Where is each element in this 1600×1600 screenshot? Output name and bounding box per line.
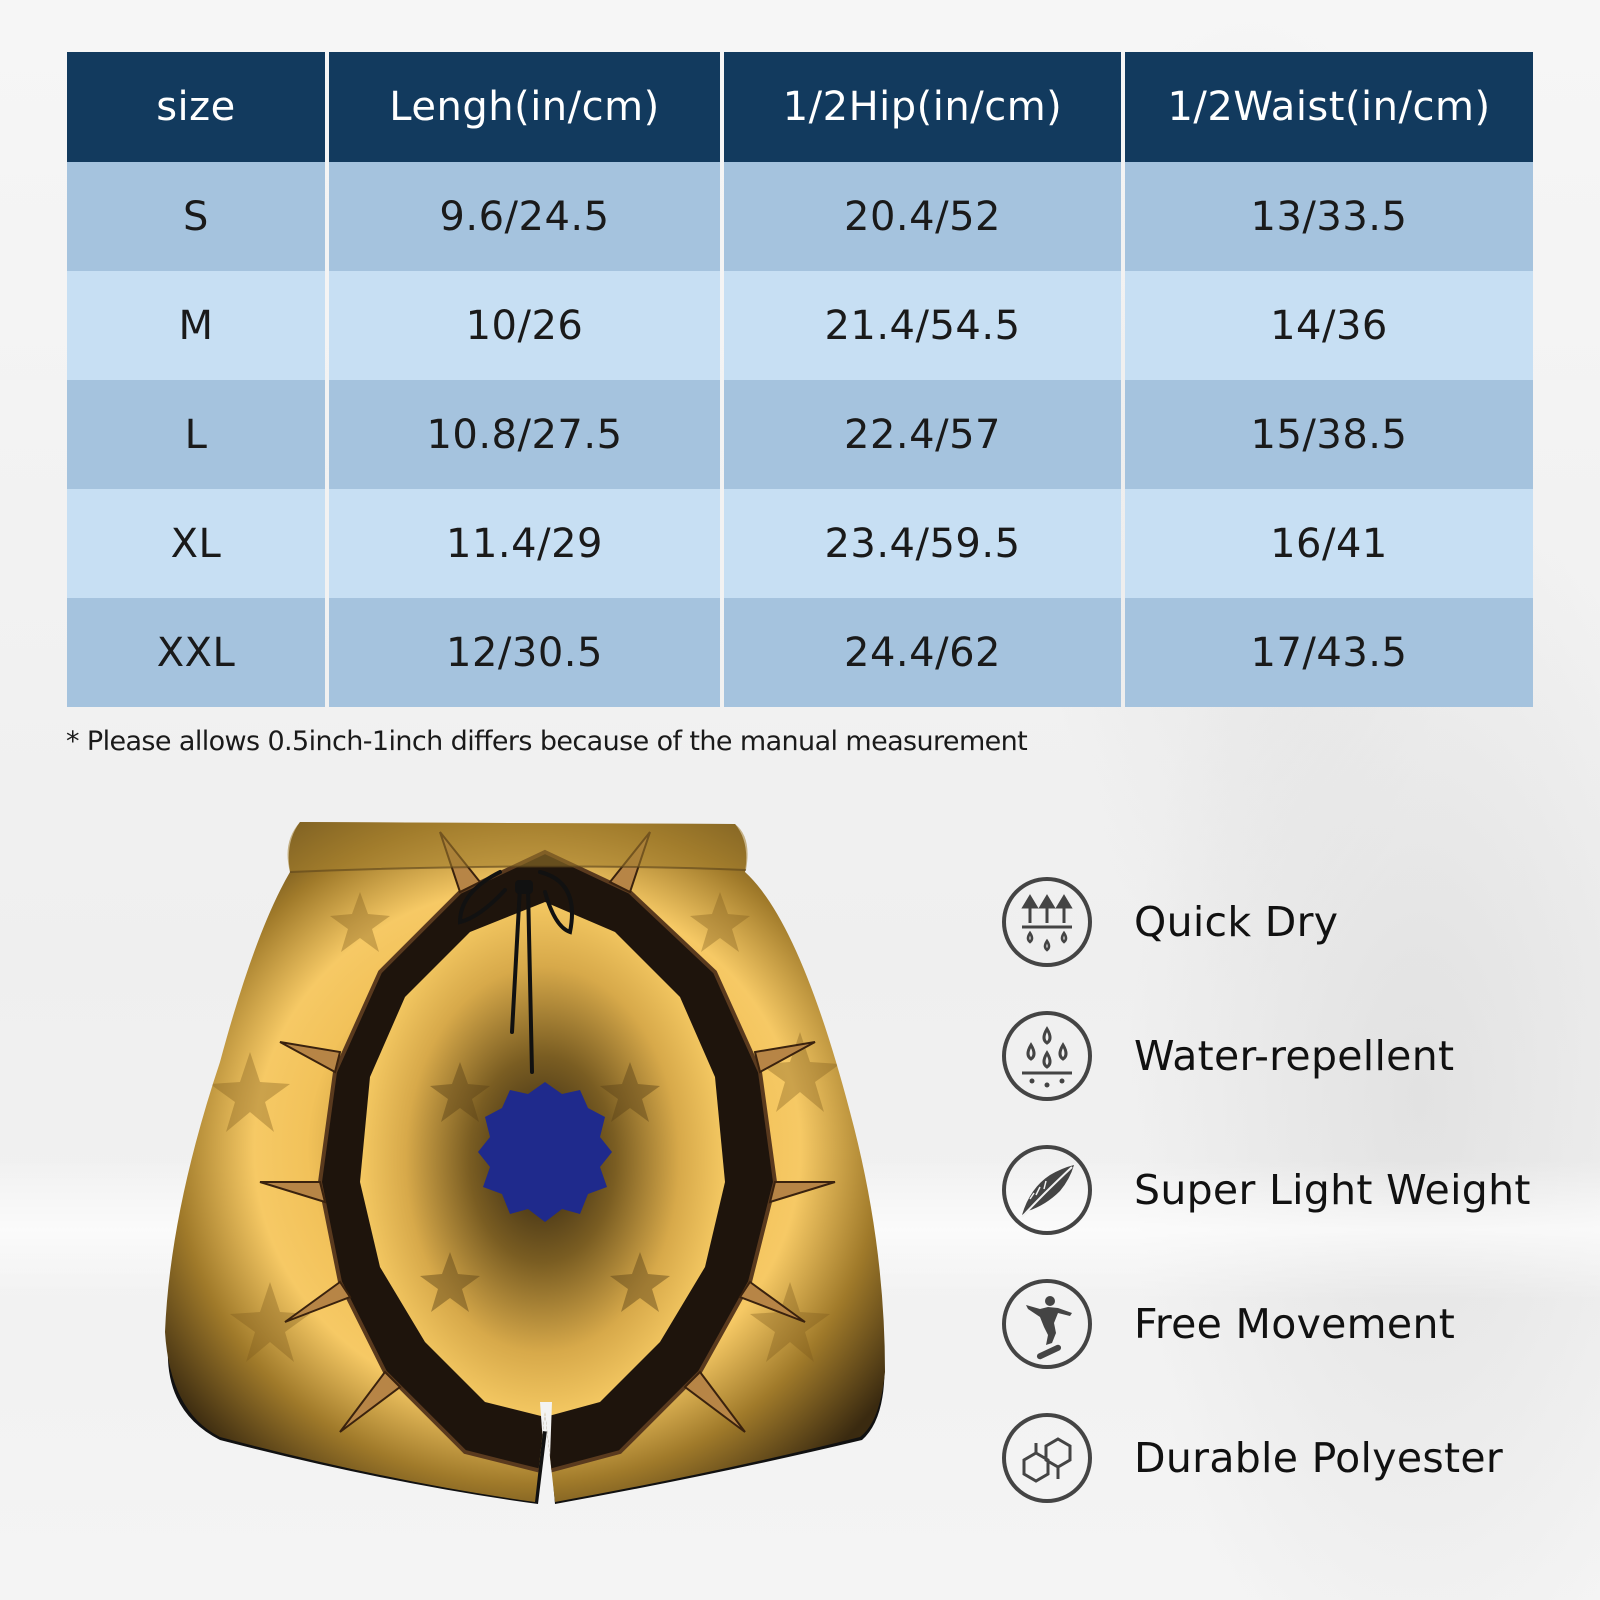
- cell-size-xl: XL: [67, 489, 325, 598]
- feature-quick-dry: Quick Dry: [1000, 872, 1560, 972]
- cell-length-xl: 11.4/29: [329, 489, 720, 598]
- cell-hip-xl: 23.4/59.5: [724, 489, 1121, 598]
- cell-length-xxl: 12/30.5: [329, 598, 720, 707]
- cell-waist-s: 13/33.5: [1125, 162, 1533, 271]
- shorts-illustration: [165, 822, 885, 1504]
- feather-icon: [1002, 1145, 1092, 1235]
- cell-size-xxl: XXL: [67, 598, 325, 707]
- cell-waist-xxl: 17/43.5: [1125, 598, 1533, 707]
- water-repellent-icon: [1002, 1011, 1092, 1101]
- size-chart-table: size Lengh(in/cm) 1/2Hip(in/cm) 1/2Waist…: [67, 52, 1533, 707]
- measurement-note: * Please allows 0.5inch-1inch differs be…: [66, 726, 1028, 757]
- drawstring-toggle: [515, 880, 533, 894]
- cell-hip-l: 22.4/57: [724, 380, 1121, 489]
- feature-free-movement: Free Movement: [1000, 1274, 1560, 1374]
- feature-label-super-light-weight: Super Light Weight: [1134, 1166, 1531, 1214]
- molecule-icon: [1002, 1413, 1092, 1503]
- quick-dry-icon: [1002, 877, 1092, 967]
- cell-waist-xl: 16/41: [1125, 489, 1533, 598]
- header-half-waist: 1/2Waist(in/cm): [1125, 52, 1533, 162]
- feature-super-light-weight: Super Light Weight: [1000, 1140, 1560, 1240]
- feature-label-quick-dry: Quick Dry: [1134, 898, 1339, 946]
- feature-durable-polyester: Durable Polyester: [1000, 1408, 1560, 1508]
- header-size: size: [67, 52, 325, 162]
- product-shorts-image: [160, 812, 895, 1512]
- feature-label-water-repellent: Water-repellent: [1134, 1032, 1455, 1080]
- feature-water-repellent: Water-repellent: [1000, 1006, 1560, 1106]
- cell-waist-l: 15/38.5: [1125, 380, 1533, 489]
- cell-length-l: 10.8/27.5: [329, 380, 720, 489]
- header-length: Lengh(in/cm): [329, 52, 720, 162]
- cell-hip-s: 20.4/52: [724, 162, 1121, 271]
- skateboarder-icon: [1002, 1279, 1092, 1369]
- cell-hip-xxl: 24.4/62: [724, 598, 1121, 707]
- cell-hip-m: 21.4/54.5: [724, 271, 1121, 380]
- cell-size-l: L: [67, 380, 325, 489]
- cell-length-m: 10/26: [329, 271, 720, 380]
- feature-label-free-movement: Free Movement: [1134, 1300, 1456, 1348]
- cell-length-s: 9.6/24.5: [329, 162, 720, 271]
- feature-label-durable-polyester: Durable Polyester: [1134, 1434, 1504, 1482]
- cell-size-s: S: [67, 162, 325, 271]
- cell-size-m: M: [67, 271, 325, 380]
- cell-waist-m: 14/36: [1125, 271, 1533, 380]
- header-half-hip: 1/2Hip(in/cm): [724, 52, 1121, 162]
